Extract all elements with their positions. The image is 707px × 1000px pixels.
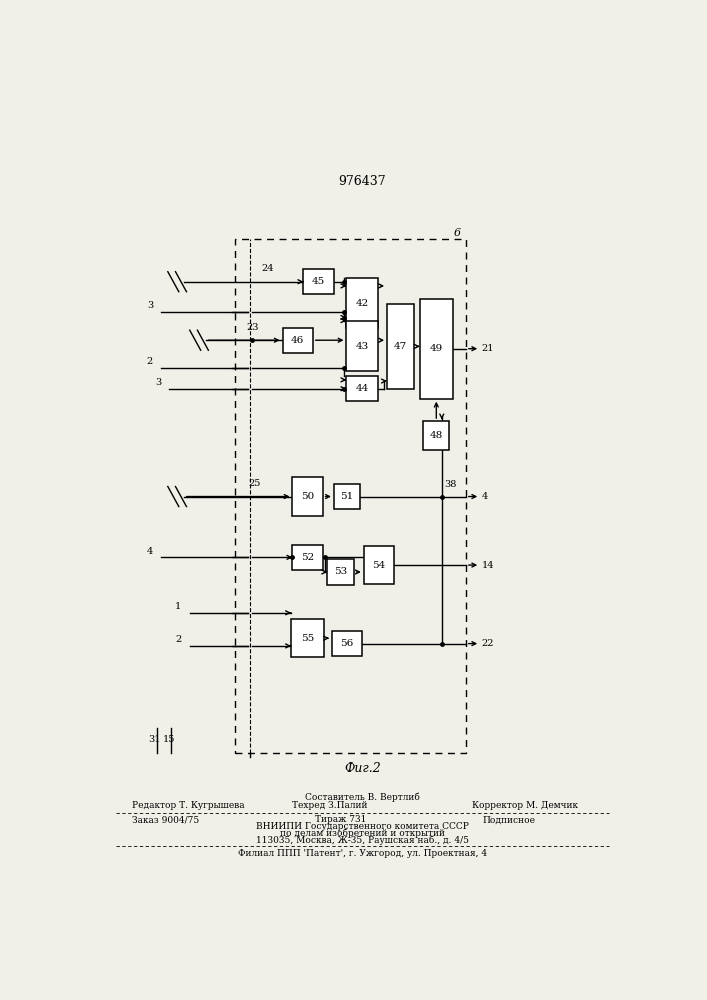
Bar xyxy=(291,619,324,657)
Bar xyxy=(346,321,378,371)
Text: 55: 55 xyxy=(301,634,314,643)
Text: 46: 46 xyxy=(291,336,304,345)
Text: по делам изобретений и открытий: по делам изобретений и открытий xyxy=(280,828,445,838)
Text: 44: 44 xyxy=(356,384,369,393)
Bar xyxy=(283,328,312,353)
Text: 22: 22 xyxy=(481,639,494,648)
Bar xyxy=(346,376,378,401)
Text: ВНИИПИ Государственного комитета СССР: ВНИИПИ Государственного комитета СССР xyxy=(256,822,469,831)
Text: 47: 47 xyxy=(394,342,407,351)
Text: 21: 21 xyxy=(481,344,494,353)
Text: 3: 3 xyxy=(147,301,153,310)
Text: 42: 42 xyxy=(356,299,369,308)
Bar xyxy=(346,278,378,328)
Text: Подписное: Подписное xyxy=(483,815,536,824)
Text: 15: 15 xyxy=(163,735,175,744)
Bar xyxy=(334,484,360,509)
Bar xyxy=(387,304,414,389)
Text: 2: 2 xyxy=(175,635,182,644)
Text: Корректор М. Демчик: Корректор М. Демчик xyxy=(472,801,578,810)
Text: 38: 38 xyxy=(444,480,456,489)
Text: 50: 50 xyxy=(301,492,314,501)
Text: Филиал ППП 'Патент', г. Ужгород, ул. Проектная, 4: Филиал ППП 'Патент', г. Ужгород, ул. Про… xyxy=(238,849,487,858)
Text: 43: 43 xyxy=(356,342,369,351)
Text: Составитель В. Вертлиб: Составитель В. Вертлиб xyxy=(305,793,420,802)
Text: 4: 4 xyxy=(481,492,488,501)
Text: Фиг.2: Фиг.2 xyxy=(344,762,380,775)
Text: 6: 6 xyxy=(454,228,461,238)
Text: 45: 45 xyxy=(312,277,325,286)
Bar xyxy=(235,239,467,753)
Text: 52: 52 xyxy=(301,553,314,562)
Bar xyxy=(303,269,334,294)
Text: 2: 2 xyxy=(147,357,153,366)
Bar xyxy=(332,631,362,656)
Text: 54: 54 xyxy=(372,561,385,570)
Text: 53: 53 xyxy=(334,567,347,576)
Bar xyxy=(327,559,354,585)
Text: 4: 4 xyxy=(147,547,153,556)
Text: 49: 49 xyxy=(430,344,443,353)
Text: Редактор Т. Кугрышева: Редактор Т. Кугрышева xyxy=(132,801,245,810)
Text: Техред З.Палий: Техред З.Палий xyxy=(292,801,367,810)
Text: Заказ 9004/75: Заказ 9004/75 xyxy=(132,815,199,824)
Bar xyxy=(420,299,452,399)
Text: 24: 24 xyxy=(262,264,274,273)
Text: 23: 23 xyxy=(246,323,259,332)
Bar xyxy=(293,477,322,516)
Text: 31: 31 xyxy=(148,735,160,744)
Text: 113035, Москва, Ж-35, Раушская наб., д. 4/5: 113035, Москва, Ж-35, Раушская наб., д. … xyxy=(256,835,469,845)
Text: 976437: 976437 xyxy=(339,175,386,188)
Text: 14: 14 xyxy=(481,561,494,570)
Text: 51: 51 xyxy=(340,492,354,501)
Text: Тираж 731: Тираж 731 xyxy=(315,815,366,824)
Text: 25: 25 xyxy=(248,479,260,488)
Bar xyxy=(293,545,322,570)
Bar xyxy=(423,421,450,450)
Text: 48: 48 xyxy=(430,431,443,440)
Bar xyxy=(363,546,394,584)
Text: 56: 56 xyxy=(340,639,354,648)
Text: 1: 1 xyxy=(175,602,182,611)
Text: 3: 3 xyxy=(155,378,161,387)
